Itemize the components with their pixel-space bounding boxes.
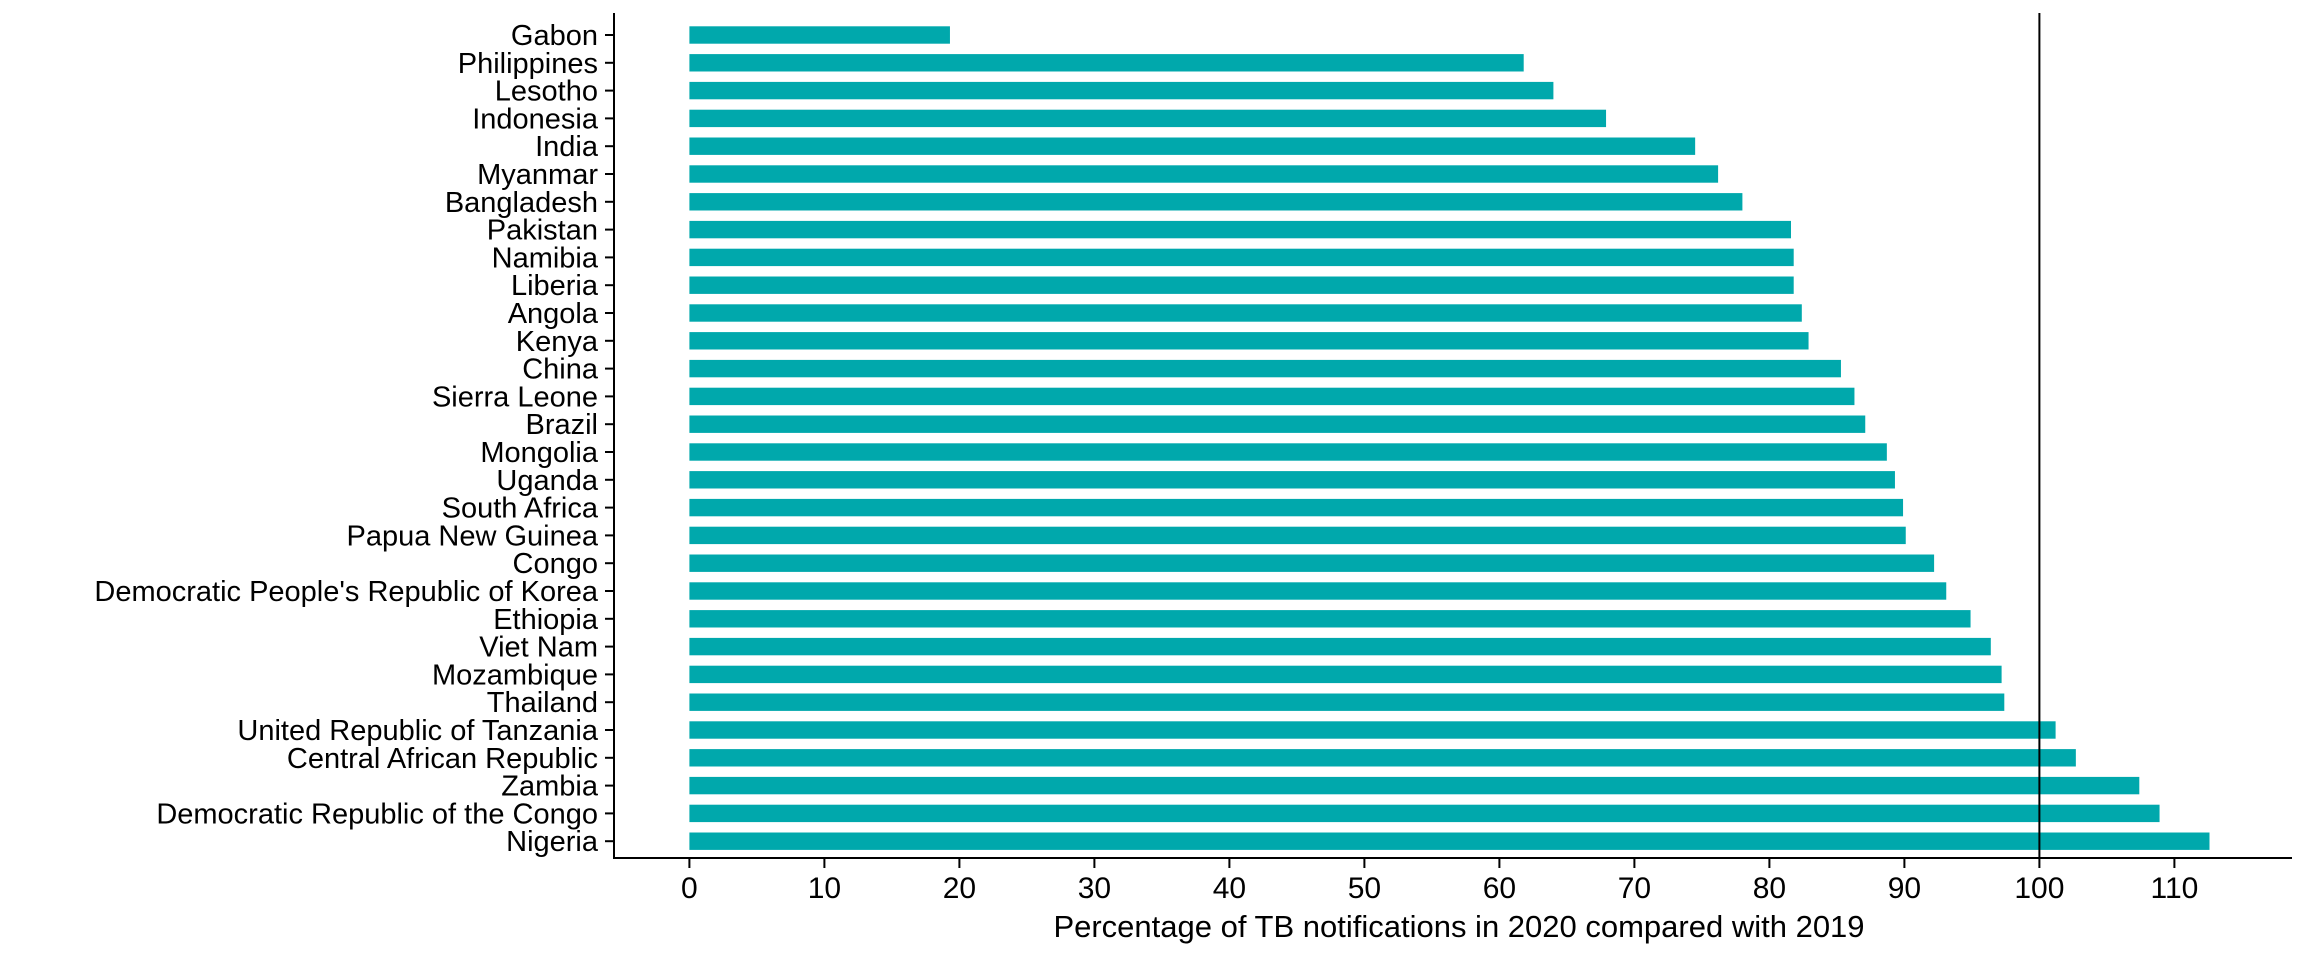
bar <box>689 193 1743 211</box>
x-tick-label: 0 <box>681 872 698 905</box>
category-label: Ethiopia <box>493 604 599 636</box>
x-tick-label: 80 <box>1753 872 1786 905</box>
bar <box>689 610 1971 628</box>
category-label: Brazil <box>525 409 598 441</box>
x-tick-label: 70 <box>1618 872 1651 905</box>
bar <box>689 471 1895 489</box>
bar <box>689 776 2140 795</box>
category-label: Lesotho <box>495 76 598 108</box>
bar <box>689 582 1947 600</box>
category-label: Central African Republic <box>287 743 598 775</box>
category-label: South Africa <box>442 493 599 525</box>
category-label: Zambia <box>501 771 599 803</box>
bar <box>689 387 1855 406</box>
category-label: Mongolia <box>480 437 599 469</box>
category-label: Myanmar <box>477 159 598 191</box>
bar <box>689 498 1904 517</box>
bar <box>689 832 2210 850</box>
bar <box>689 721 2056 739</box>
bars-layer <box>689 26 2210 850</box>
bar <box>689 332 1809 350</box>
x-axis-title: Percentage of TB notifications in 2020 c… <box>1053 909 1864 944</box>
bar <box>689 304 1802 322</box>
axes-layer <box>605 13 2292 868</box>
category-label: Kenya <box>516 326 599 358</box>
x-tick-label: 90 <box>1888 872 1921 905</box>
bar <box>689 693 2005 711</box>
bar <box>689 276 1794 294</box>
category-label: India <box>535 131 599 163</box>
category-label: Philippines <box>458 48 598 80</box>
category-label: United Republic of Tanzania <box>237 715 598 747</box>
category-label: Thailand <box>487 687 598 719</box>
category-label: China <box>522 354 599 386</box>
bar <box>689 359 1841 378</box>
category-label: Sierra Leone <box>432 381 598 413</box>
category-label: Nigeria <box>506 826 599 858</box>
x-tick-label: 110 <box>2150 872 2198 905</box>
category-label: Papua New Guinea <box>347 520 599 552</box>
bar <box>689 665 2002 684</box>
bar <box>689 81 1554 100</box>
x-tick-label: 10 <box>808 872 841 905</box>
category-label: Democratic People's Republic of Korea <box>94 576 598 608</box>
category-label: Liberia <box>511 270 599 302</box>
x-tick-label: 20 <box>943 872 976 905</box>
x-tick-label: 100 <box>2014 872 2064 905</box>
bar <box>689 109 1607 128</box>
bar <box>689 415 1866 433</box>
bar <box>689 165 1719 183</box>
bar <box>689 554 1935 572</box>
labels-layer: GabonPhilippinesLesothoIndonesiaIndiaMya… <box>94 20 2198 905</box>
category-label: Indonesia <box>472 103 599 135</box>
category-label: Namibia <box>492 242 599 274</box>
category-label: Angola <box>508 298 599 330</box>
bar <box>689 54 1524 72</box>
category-label: Mozambique <box>432 659 598 691</box>
category-label: Gabon <box>511 20 598 52</box>
bar <box>689 220 1791 239</box>
category-label: Uganda <box>496 465 598 497</box>
x-tick-label: 50 <box>1348 872 1381 905</box>
bar <box>689 804 2160 823</box>
bar <box>689 749 2076 767</box>
category-label: Democratic Republic of the Congo <box>156 798 598 830</box>
category-label: Viet Nam <box>479 632 598 664</box>
category-label: Congo <box>513 548 598 580</box>
bar <box>689 26 950 44</box>
bar <box>689 443 1887 461</box>
bar <box>689 637 1991 656</box>
x-tick-label: 40 <box>1213 872 1246 905</box>
bar <box>689 137 1696 155</box>
bar <box>689 526 1906 545</box>
x-tick-label: 60 <box>1483 872 1516 905</box>
category-label: Pakistan <box>487 215 598 247</box>
bar <box>689 248 1794 267</box>
category-label: Bangladesh <box>445 187 598 219</box>
x-tick-label: 30 <box>1078 872 1111 905</box>
